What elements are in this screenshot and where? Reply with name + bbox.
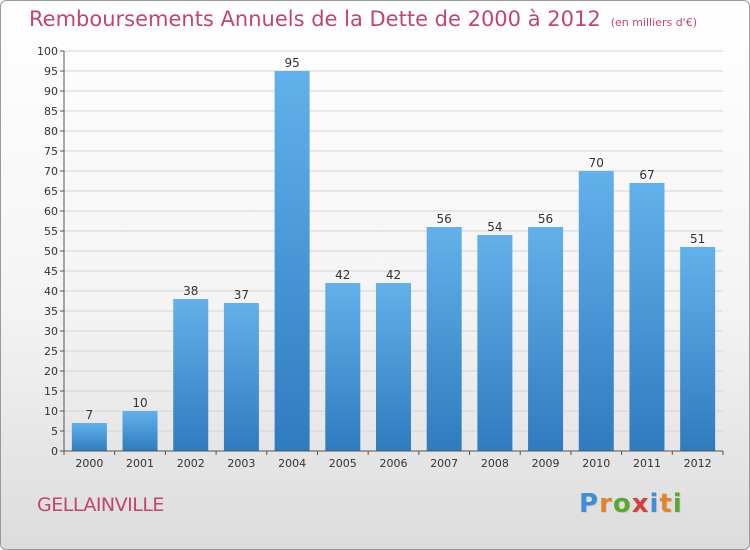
bar-value-label: 10 xyxy=(132,396,147,410)
y-tick-label: 100 xyxy=(37,45,58,58)
x-tick-label: 2006 xyxy=(380,457,408,470)
logo-letter: x xyxy=(631,489,650,519)
x-tick-label: 2000 xyxy=(75,457,103,470)
x-tick-label: 2011 xyxy=(633,457,661,470)
bar-value-label: 56 xyxy=(437,212,452,226)
bar-2006 xyxy=(376,283,411,451)
x-tick-label: 2003 xyxy=(227,457,255,470)
bar-value-label: 51 xyxy=(690,232,705,246)
x-tick-label: 2010 xyxy=(582,457,610,470)
bar-2003 xyxy=(223,303,259,451)
y-tick-label: 95 xyxy=(44,65,58,78)
chart-unit: (en milliers d'€) xyxy=(610,16,697,29)
x-tick-label: 2004 xyxy=(278,457,306,470)
bar-2012 xyxy=(680,247,716,451)
y-tick-label: 65 xyxy=(44,185,58,198)
bar-2008 xyxy=(477,235,513,451)
y-tick-label: 25 xyxy=(44,345,58,358)
bar-value-label: 67 xyxy=(639,168,654,182)
bars: 7 10 38 37 95 42 42 56 54 56 70 67 51 xyxy=(71,56,716,451)
y-tick-label: 10 xyxy=(44,405,58,418)
bar-value-label: 37 xyxy=(234,288,249,302)
y-tick-label: 75 xyxy=(44,145,58,158)
commune-name: GELLAINVILLE xyxy=(37,494,164,516)
y-tick-label: 45 xyxy=(44,265,58,278)
x-tick-label: 2012 xyxy=(684,457,712,470)
y-tick-label: 90 xyxy=(44,85,58,98)
y-tick-label: 30 xyxy=(44,325,58,338)
logo-letter: r xyxy=(599,489,613,519)
bar-value-label: 7 xyxy=(86,408,94,422)
y-tick-label: 60 xyxy=(44,205,58,218)
x-tick-label: 2005 xyxy=(329,457,357,470)
bar-value-label: 70 xyxy=(589,156,604,170)
bar-2011 xyxy=(629,183,665,451)
bar-2009 xyxy=(528,227,564,451)
x-tick-label: 2007 xyxy=(430,457,458,470)
bar-2004 xyxy=(274,71,310,451)
bar-value-label: 42 xyxy=(386,268,401,282)
y-tick-label: 85 xyxy=(44,105,58,118)
logo-letter: o xyxy=(612,489,632,519)
x-tick-label: 2002 xyxy=(177,457,205,470)
y-tick-label: 15 xyxy=(44,385,58,398)
bar-value-label: 38 xyxy=(183,284,198,298)
y-tick-label: 80 xyxy=(44,125,58,138)
bar-chart: 0 5 10 15 20 25 30 35 40 45 50 55 60 65 70 75 80 85 90 95 10… xyxy=(37,45,724,470)
y-tick-label: 35 xyxy=(44,305,58,318)
chart-title: Remboursements Annuels de la Dette de 20… xyxy=(29,7,697,31)
bar-2010 xyxy=(578,171,614,451)
bar-value-label: 42 xyxy=(335,268,350,282)
bar-2001 xyxy=(122,411,158,451)
y-tick-label: 40 xyxy=(44,285,58,298)
y-tick-label: 70 xyxy=(44,165,58,178)
y-tick-label: 5 xyxy=(51,425,58,438)
y-axis-ticks: 0 5 10 15 20 25 30 35 40 45 50 55 60 65 70 75 80 85 90 95 10… xyxy=(37,45,64,458)
x-tick-label: 2009 xyxy=(532,457,560,470)
logo-letter: t xyxy=(659,489,673,519)
bar-value-label: 54 xyxy=(487,220,502,234)
bar-value-label: 95 xyxy=(284,56,299,70)
y-tick-label: 20 xyxy=(44,365,58,378)
y-tick-label: 0 xyxy=(51,445,58,458)
chart-title-text: Remboursements Annuels de la Dette de 20… xyxy=(29,7,601,31)
y-tick-label: 55 xyxy=(44,225,58,238)
x-axis-ticks: 2000 2001 2002 2003 2004 2005 2006 2007 2008 2009… xyxy=(63,451,724,470)
x-tick-label: 2001 xyxy=(126,457,154,470)
logo-letter: P xyxy=(579,489,600,519)
proxiti-logo: Proxiti xyxy=(579,489,683,519)
bar-value-label: 56 xyxy=(538,212,553,226)
bar-2000 xyxy=(71,423,107,451)
bar-2007 xyxy=(426,227,462,451)
bar-2005 xyxy=(325,283,361,451)
logo-letter: i xyxy=(649,489,660,519)
y-tick-label: 50 xyxy=(44,245,58,258)
logo-letter: i xyxy=(672,489,683,519)
x-tick-label: 2008 xyxy=(481,457,509,470)
bar-2002 xyxy=(173,299,209,451)
